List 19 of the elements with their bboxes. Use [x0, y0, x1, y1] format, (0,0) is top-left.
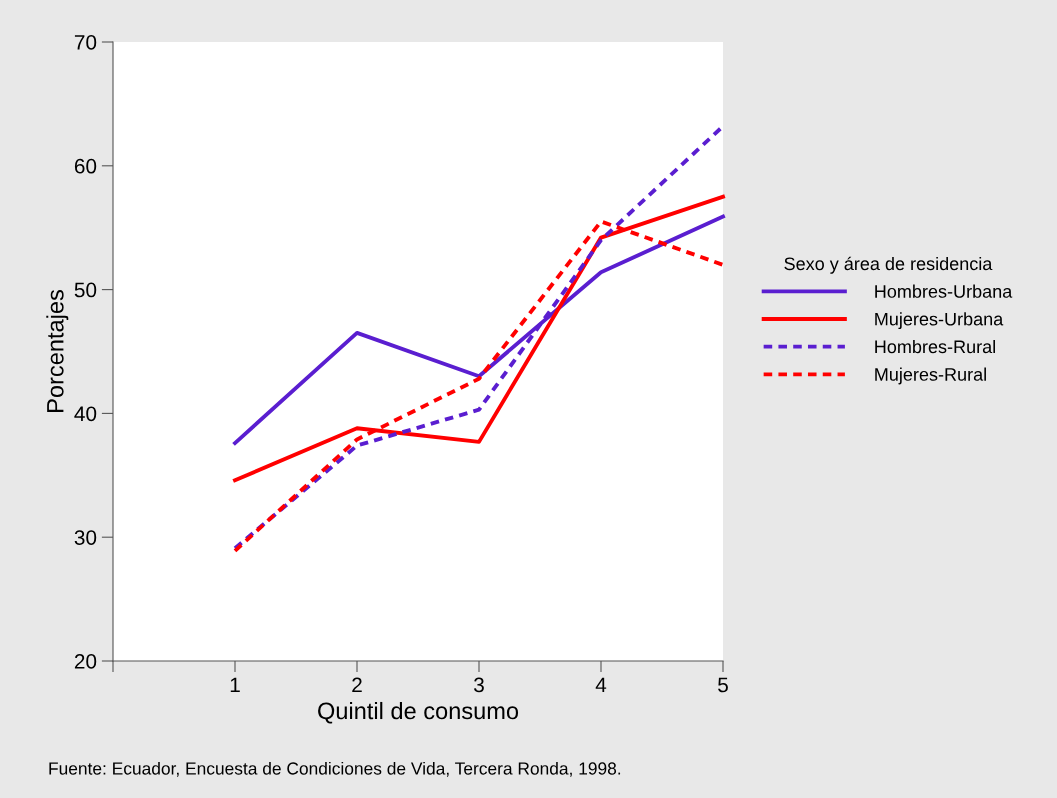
y-tick-label: 40	[74, 406, 97, 422]
y-axis-title: Porcentajes	[46, 290, 69, 412]
x-tick-label: 5	[718, 677, 728, 693]
legend-label: Hombres-Urbana	[875, 284, 1013, 298]
legend-label: Hombres-Rural	[875, 339, 995, 354]
y-tick-label: 70	[74, 35, 97, 50]
x-tick-label: 4	[595, 677, 607, 693]
x-tick-label: 2	[352, 677, 362, 693]
source-note: Fuente: Ecuador, Encuesta de Condiciones de Vida, Tercera Ronda, 1998.	[49, 761, 621, 777]
x-axis-title: Quintil de consumo	[318, 701, 519, 724]
y-tick-label: 20	[74, 654, 97, 669]
legend-title: Sexo y área de residencia	[784, 256, 993, 274]
y-tick-label: 60	[74, 158, 97, 174]
y-tick-label: 50	[74, 282, 97, 298]
x-tick-label: 3	[474, 677, 484, 693]
legend-label: Mujeres-Rural	[875, 367, 986, 385]
legend-label: Mujeres-Urbana	[875, 312, 1004, 330]
x-tick-label: 1	[230, 677, 240, 693]
y-tick-label: 30	[74, 530, 97, 545]
